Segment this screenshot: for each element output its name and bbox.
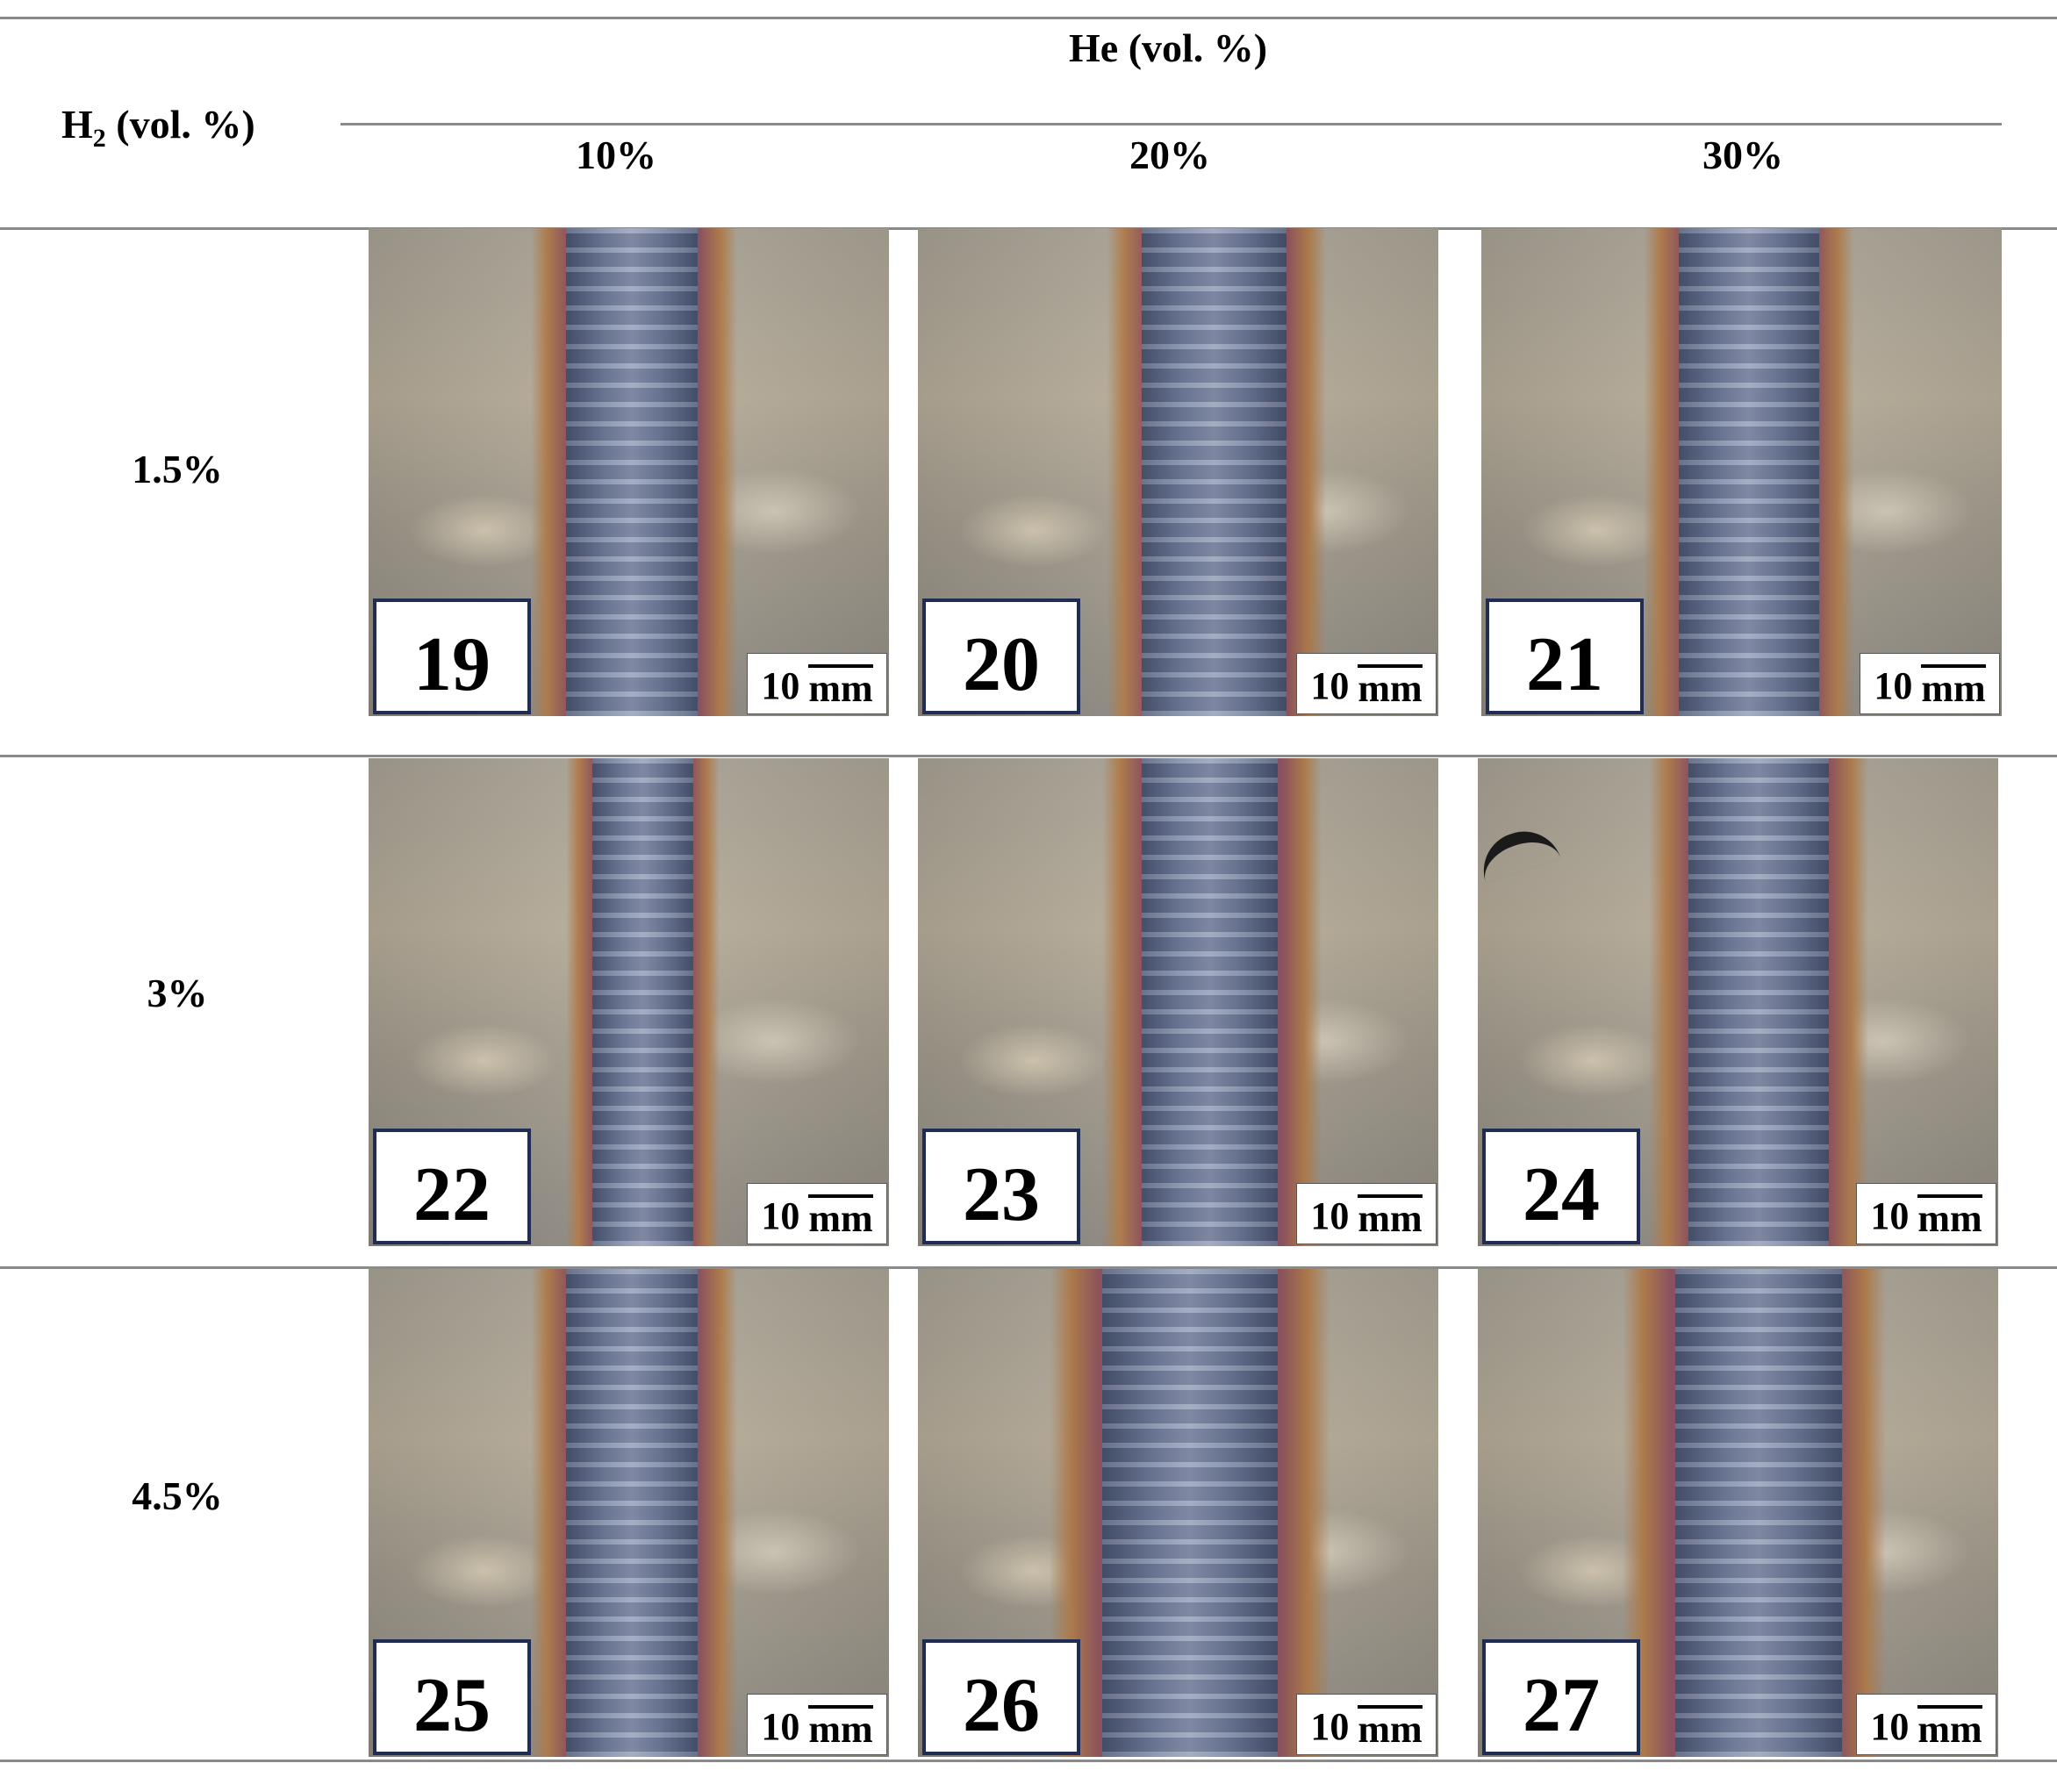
weld-photo-25: 25 10 mm <box>369 1269 889 1757</box>
sample-number-24: 24 <box>1482 1129 1640 1244</box>
row-divider-2 <box>0 1266 2057 1269</box>
scale-bar: 10 mm <box>1296 1183 1437 1244</box>
scale-bar: 10 mm <box>747 1183 887 1244</box>
sample-number-23: 23 <box>922 1129 1080 1244</box>
h2-axis-label: H2 (vol. %) <box>61 101 255 154</box>
weld-photo-27: 27 10 mm <box>1478 1269 1998 1757</box>
sample-number-26: 26 <box>922 1639 1080 1755</box>
weld-photo-23: 23 10 mm <box>918 758 1438 1246</box>
scale-bar: 10 mm <box>747 653 887 714</box>
weld-photo-26: 26 10 mm <box>918 1269 1438 1757</box>
row-divider-1 <box>0 755 2057 757</box>
weld-photo-19: 19 10 mm <box>369 228 889 716</box>
sample-number-22: 22 <box>373 1129 531 1244</box>
weld-photo-20: 20 10 mm <box>918 228 1438 716</box>
row-label-1-5: 1.5% <box>132 447 223 491</box>
column-label-10: 10% <box>576 133 656 177</box>
scale-bar: 10 mm <box>1296 1694 1437 1755</box>
weld-photo-22: 22 10 mm <box>369 758 889 1246</box>
scale-bar: 10 mm <box>1860 653 2000 714</box>
he-axis-label: He (vol. %) <box>1069 25 1268 70</box>
he-header-rule <box>340 123 2002 125</box>
weld-photo-21: 21 10 mm <box>1481 228 2002 716</box>
scale-bar: 10 mm <box>1856 1694 1996 1755</box>
sample-number-27: 27 <box>1482 1639 1640 1755</box>
h2-symbol: H <box>61 102 93 147</box>
table-bottom-rule <box>0 1760 2057 1762</box>
scale-bar: 10 mm <box>747 1694 887 1755</box>
sample-number-25: 25 <box>373 1639 531 1755</box>
column-label-30: 30% <box>1702 133 1783 177</box>
sample-number-21: 21 <box>1486 599 1644 714</box>
scale-bar: 10 mm <box>1856 1183 1996 1244</box>
column-label-20: 20% <box>1129 133 1210 177</box>
h2-subscript: 2 <box>92 124 106 154</box>
table-top-rule <box>0 17 2057 19</box>
row-label-4-5: 4.5% <box>132 1473 223 1518</box>
sample-number-19: 19 <box>373 599 531 714</box>
h2-suffix: (vol. %) <box>105 102 255 147</box>
scale-bar: 10 mm <box>1296 653 1437 714</box>
sample-number-20: 20 <box>922 599 1080 714</box>
row-label-3: 3% <box>147 971 208 1015</box>
weld-photo-24: 24 10 mm <box>1478 758 1998 1246</box>
